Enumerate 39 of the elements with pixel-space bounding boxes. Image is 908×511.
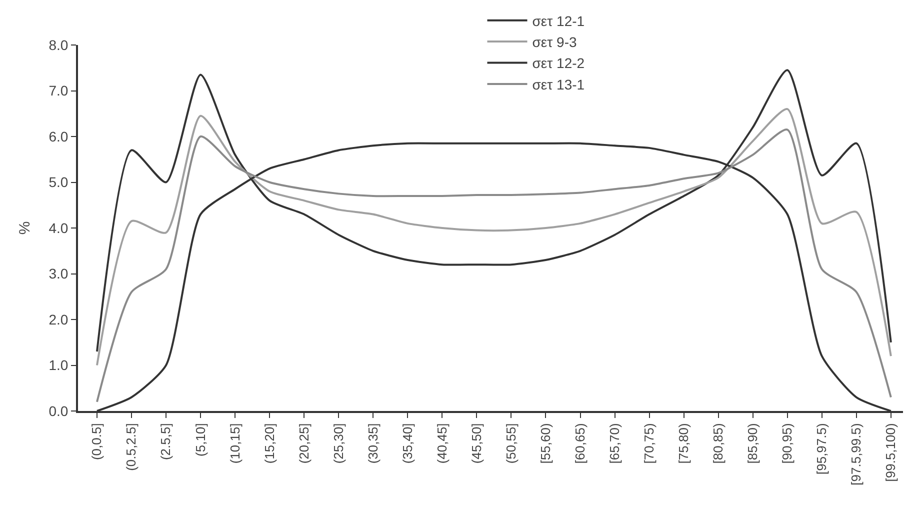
x-tick-label: [70,75): [642, 423, 657, 464]
x-tick-label: [75,80): [676, 423, 692, 464]
x-tick-label: [60,65): [572, 423, 588, 464]
x-tick-label: [97.5,99.5): [848, 423, 864, 486]
x-tick-label: [90,95): [780, 423, 795, 464]
x-tick-label: (25,30]: [330, 423, 346, 464]
x-tick-label: (0,0.5]: [89, 423, 104, 460]
x-tick-label: (5,10]: [192, 423, 208, 456]
x-tick-label: [99.5,100): [883, 423, 898, 482]
legend-label: σετ 9-3: [532, 34, 577, 50]
y-tick-label: 5.0: [48, 174, 68, 190]
y-tick-label: 3.0: [48, 266, 68, 282]
x-tick-label: [85,90): [745, 423, 760, 464]
y-tick-label: 4.0: [48, 220, 68, 236]
x-tick-label: (30,35]: [365, 423, 380, 464]
y-tick-label: 0.0: [48, 402, 68, 419]
y-tick-label: 1.0: [48, 357, 68, 374]
x-tick-label: (50,55]: [503, 423, 518, 464]
x-tick-label: (20,25]: [296, 423, 312, 464]
y-tick-label: 2.0: [48, 311, 68, 328]
x-tick-label: (2.5,5]: [158, 423, 174, 460]
x-tick-label: [95,97.5): [814, 423, 830, 475]
y-axis-title: %: [16, 221, 34, 235]
x-tick-label: (40,45]: [434, 423, 450, 464]
x-tick-label: (35,40]: [400, 423, 415, 464]
line-series: [96, 108, 892, 366]
x-tick-label: [65,70): [606, 423, 622, 464]
y-tick-label: 6.0: [48, 128, 68, 144]
x-tick-label: [55,60): [538, 423, 553, 464]
x-tick-label: (45,50]: [468, 423, 484, 464]
legend-label: σετ 12-2: [532, 55, 585, 72]
y-tick-label: 7.0: [48, 82, 68, 99]
legend-label: σετ 12-1: [532, 12, 585, 29]
x-tick-label: (10,15]: [227, 423, 242, 464]
x-tick-label: [80,85): [710, 423, 726, 464]
y-tick-label: 8.0: [48, 36, 68, 53]
legend-label: σετ 13-1: [532, 76, 585, 92]
x-tick-label: (15,20]: [262, 423, 277, 464]
x-tick-label: (0.5,2.5]: [124, 423, 139, 471]
